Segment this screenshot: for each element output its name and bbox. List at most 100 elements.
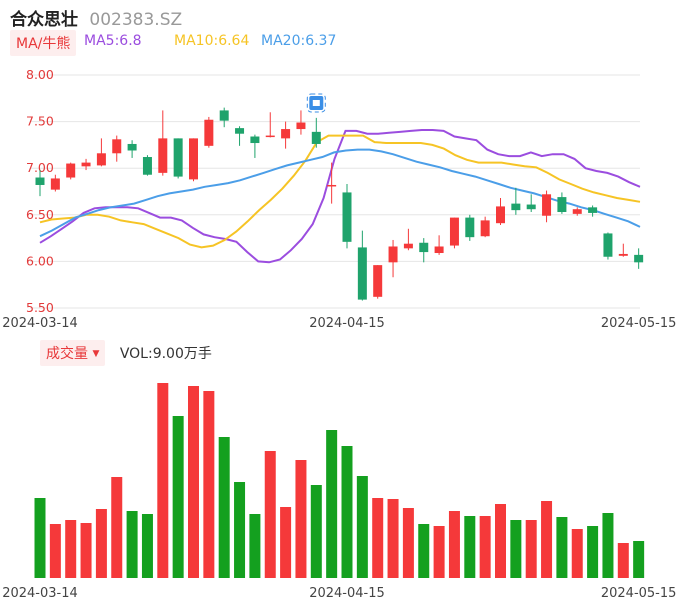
volume-bar — [295, 460, 307, 578]
candle-body — [388, 246, 398, 263]
volume-bar — [188, 386, 199, 578]
candle-body — [250, 136, 260, 144]
x-tick-label: 2024-04-15 — [309, 316, 385, 331]
volume-bar — [587, 526, 599, 578]
y-tick-label: 5.50 — [26, 300, 54, 315]
volume-bar — [249, 514, 261, 578]
volume-bar — [433, 526, 445, 578]
x-tick-label: 2024-05-15 — [601, 586, 677, 601]
volume-bar — [341, 446, 353, 578]
candle-body — [158, 138, 168, 173]
volume-bar — [218, 437, 230, 578]
volume-bar — [310, 485, 322, 578]
volume-bar — [602, 513, 614, 578]
volume-bar — [387, 499, 399, 578]
candle-body — [588, 207, 598, 213]
y-tick-label: 8.00 — [26, 67, 54, 82]
stock-header: 合众思壮 002383.SZ — [10, 5, 182, 30]
volume-bar — [525, 520, 537, 578]
ma5-label: MA5:6.8 — [84, 33, 142, 49]
volume-bar — [65, 520, 77, 578]
volume-tag-label: 成交量 — [46, 346, 88, 362]
candle-body — [342, 192, 352, 242]
candle-body — [296, 122, 306, 130]
volume-bar — [633, 541, 645, 578]
candle-body — [403, 243, 413, 249]
volume-bar — [541, 501, 553, 578]
y-tick-label: 7.00 — [26, 160, 54, 175]
x-tick-label: 2024-03-14 — [2, 316, 78, 331]
volume-bar — [448, 511, 460, 578]
candle-body — [96, 153, 106, 166]
volume-bar — [49, 524, 61, 578]
ma-line-ma5 — [39, 129, 641, 264]
ma20-label: MA20:6.37 — [261, 33, 337, 49]
candle-body — [81, 162, 91, 167]
candle-body — [542, 194, 552, 216]
y-tick-label: 6.50 — [26, 207, 54, 222]
volume-bar — [418, 524, 430, 578]
volume-bar — [157, 383, 169, 578]
volume-bar — [172, 416, 184, 578]
volume-value: VOL:9.00万手 — [119, 346, 212, 362]
calendar-badge-icon[interactable] — [306, 93, 326, 113]
candle-body — [281, 129, 291, 139]
volume-bar — [617, 543, 629, 578]
candle-body — [572, 209, 582, 214]
candle-body — [526, 204, 536, 210]
volume-indicator-tag[interactable]: 成交量 ▼ — [40, 340, 106, 366]
candle-body — [204, 119, 214, 146]
volume-bar — [203, 391, 215, 578]
candle-body — [112, 139, 122, 154]
volume-bar — [356, 476, 368, 578]
volume-bar — [556, 517, 568, 578]
candle-body — [434, 246, 444, 254]
candle-body — [373, 265, 383, 297]
candle-body — [419, 242, 429, 253]
volume-bar — [95, 509, 107, 578]
candle-body — [35, 177, 45, 185]
volume-bar — [479, 516, 491, 578]
volume-bar — [326, 430, 338, 578]
volume-bar — [402, 508, 414, 578]
x-tick-label: 2024-03-14 — [2, 586, 78, 601]
candle-body — [327, 184, 337, 187]
candle-body — [357, 247, 367, 300]
volume-bar — [234, 482, 246, 578]
candle-body — [66, 163, 76, 178]
ma10-label: MA10:6.64 — [174, 33, 250, 49]
volume-bar — [126, 511, 138, 578]
volume-bar — [464, 516, 476, 578]
candle-body — [189, 138, 198, 180]
ma-indicator-tag[interactable]: MA/牛熊 — [10, 30, 77, 56]
volume-bar — [34, 498, 46, 578]
volume-bar — [495, 504, 506, 578]
x-tick-label: 2024-05-15 — [601, 316, 677, 331]
candle-body — [465, 217, 475, 238]
ma-line-ma10 — [39, 134, 641, 249]
candle-body — [557, 197, 567, 213]
candle-body — [603, 233, 613, 257]
volume-legend: 成交量 ▼ VOL:9.00万手 — [40, 340, 212, 366]
volume-bar — [372, 498, 384, 578]
candle-body — [235, 128, 245, 134]
ma-line-ma20 — [39, 148, 641, 238]
y-tick-label: 7.50 — [26, 114, 54, 129]
candle-body — [634, 254, 644, 263]
volume-bar — [510, 520, 522, 578]
candle-body — [480, 220, 490, 237]
stock-code: 002383.SZ — [89, 10, 183, 30]
candle-body — [50, 178, 60, 190]
x-tick-label: 2024-04-15 — [309, 586, 385, 601]
y-tick-label: 6.00 — [26, 253, 54, 268]
candle-body — [511, 203, 521, 211]
candle-body — [496, 206, 505, 224]
volume-bar — [80, 523, 92, 578]
candle-body — [618, 253, 628, 256]
stock-name: 合众思壮 — [10, 10, 78, 30]
volume-bar — [111, 477, 123, 578]
volume-bar — [264, 451, 276, 578]
volume-bar — [280, 507, 292, 578]
candle-body — [311, 131, 321, 144]
